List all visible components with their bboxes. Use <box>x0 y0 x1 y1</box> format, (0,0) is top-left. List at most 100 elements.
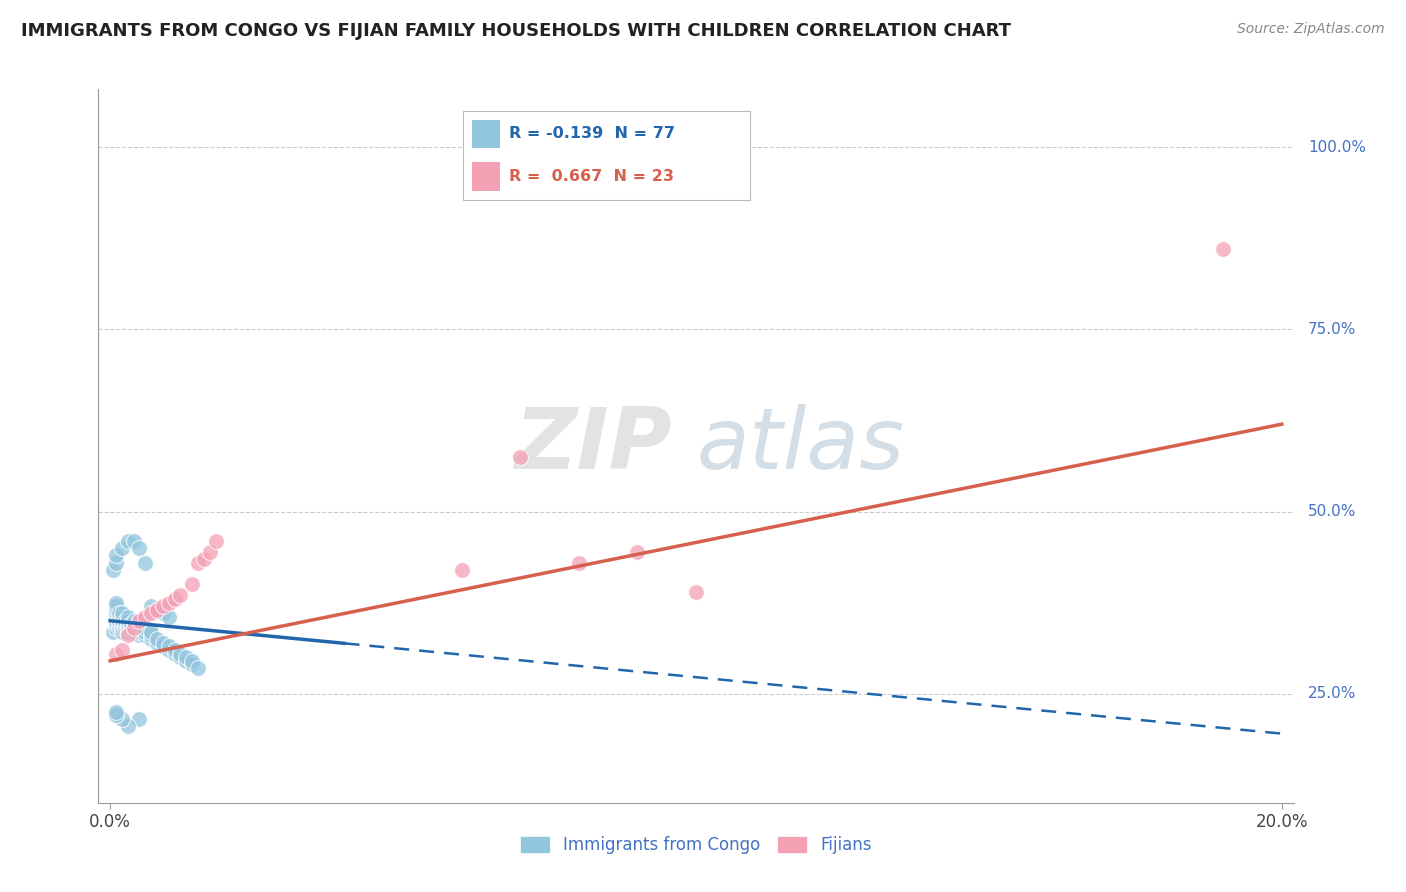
Text: 100.0%: 100.0% <box>1308 140 1365 155</box>
Point <box>105 556 128 570</box>
Text: ZIP: ZIP <box>515 404 672 488</box>
Point <box>117 628 139 642</box>
Text: 75.0%: 75.0% <box>1308 322 1357 337</box>
Point <box>193 552 215 566</box>
Point <box>141 599 163 614</box>
Point <box>146 635 169 649</box>
Point <box>111 607 134 621</box>
Point <box>181 657 204 672</box>
Point <box>169 650 191 665</box>
Point <box>187 661 209 675</box>
Point <box>128 614 150 628</box>
Point <box>111 712 134 726</box>
Point <box>105 614 128 628</box>
Point <box>117 533 139 548</box>
Point <box>117 624 139 639</box>
Point <box>626 544 648 558</box>
Point <box>174 654 197 668</box>
Point <box>122 621 145 635</box>
Point <box>111 643 134 657</box>
Point <box>157 639 180 653</box>
Point <box>134 556 156 570</box>
Point <box>114 621 136 635</box>
Point <box>105 708 128 723</box>
Point <box>128 621 150 635</box>
Point <box>128 712 150 726</box>
Point <box>163 643 186 657</box>
Point <box>117 617 139 632</box>
Point <box>117 610 139 624</box>
Point <box>141 632 163 646</box>
Point <box>509 450 531 464</box>
Point <box>105 610 128 624</box>
Point <box>146 603 169 617</box>
Point <box>157 596 180 610</box>
Point <box>181 577 204 591</box>
Point <box>105 599 128 614</box>
Point <box>111 614 134 628</box>
Point <box>120 621 142 635</box>
Point <box>111 617 134 632</box>
Point <box>146 632 169 646</box>
Point <box>1212 243 1234 257</box>
Point <box>117 719 139 733</box>
Point <box>157 610 180 624</box>
Point <box>122 533 145 548</box>
Point <box>128 628 150 642</box>
Point <box>128 624 150 639</box>
Text: 50.0%: 50.0% <box>1308 504 1357 519</box>
Point <box>685 584 707 599</box>
Point <box>141 607 163 621</box>
Point <box>141 628 163 642</box>
Point <box>108 617 131 632</box>
Point <box>114 617 136 632</box>
Point <box>198 544 221 558</box>
Point <box>163 647 186 661</box>
Point <box>120 617 142 632</box>
Point <box>122 624 145 639</box>
Point <box>134 628 156 642</box>
Point <box>122 617 145 632</box>
Point <box>111 541 134 555</box>
Point <box>117 614 139 628</box>
Text: Source: ZipAtlas.com: Source: ZipAtlas.com <box>1237 22 1385 37</box>
Point <box>141 624 163 639</box>
Point <box>108 607 131 621</box>
Point <box>128 541 150 555</box>
Text: atlas: atlas <box>696 404 904 488</box>
Point <box>105 548 128 562</box>
Point <box>146 603 169 617</box>
Point <box>101 563 124 577</box>
Point <box>111 624 134 639</box>
Point <box>169 647 191 661</box>
Point <box>152 607 174 621</box>
Point <box>450 563 472 577</box>
Point <box>163 591 186 606</box>
Point <box>111 610 134 624</box>
Point <box>157 643 180 657</box>
Point <box>134 621 156 635</box>
Point <box>568 556 591 570</box>
Point <box>134 610 156 624</box>
Point <box>105 617 128 632</box>
Point <box>204 533 226 548</box>
Point <box>105 647 128 661</box>
Point <box>181 654 204 668</box>
Point <box>169 588 191 602</box>
Point <box>152 639 174 653</box>
Point <box>114 614 136 628</box>
Point <box>105 607 128 621</box>
Point <box>122 621 145 635</box>
Point <box>101 624 124 639</box>
Point <box>128 614 150 628</box>
Point <box>105 621 128 635</box>
Point <box>152 599 174 614</box>
Point <box>187 556 209 570</box>
Point <box>122 614 145 628</box>
Point <box>134 624 156 639</box>
Point <box>152 635 174 649</box>
Point <box>108 614 131 628</box>
Point <box>174 650 197 665</box>
Point <box>108 610 131 624</box>
Text: 25.0%: 25.0% <box>1308 686 1357 701</box>
